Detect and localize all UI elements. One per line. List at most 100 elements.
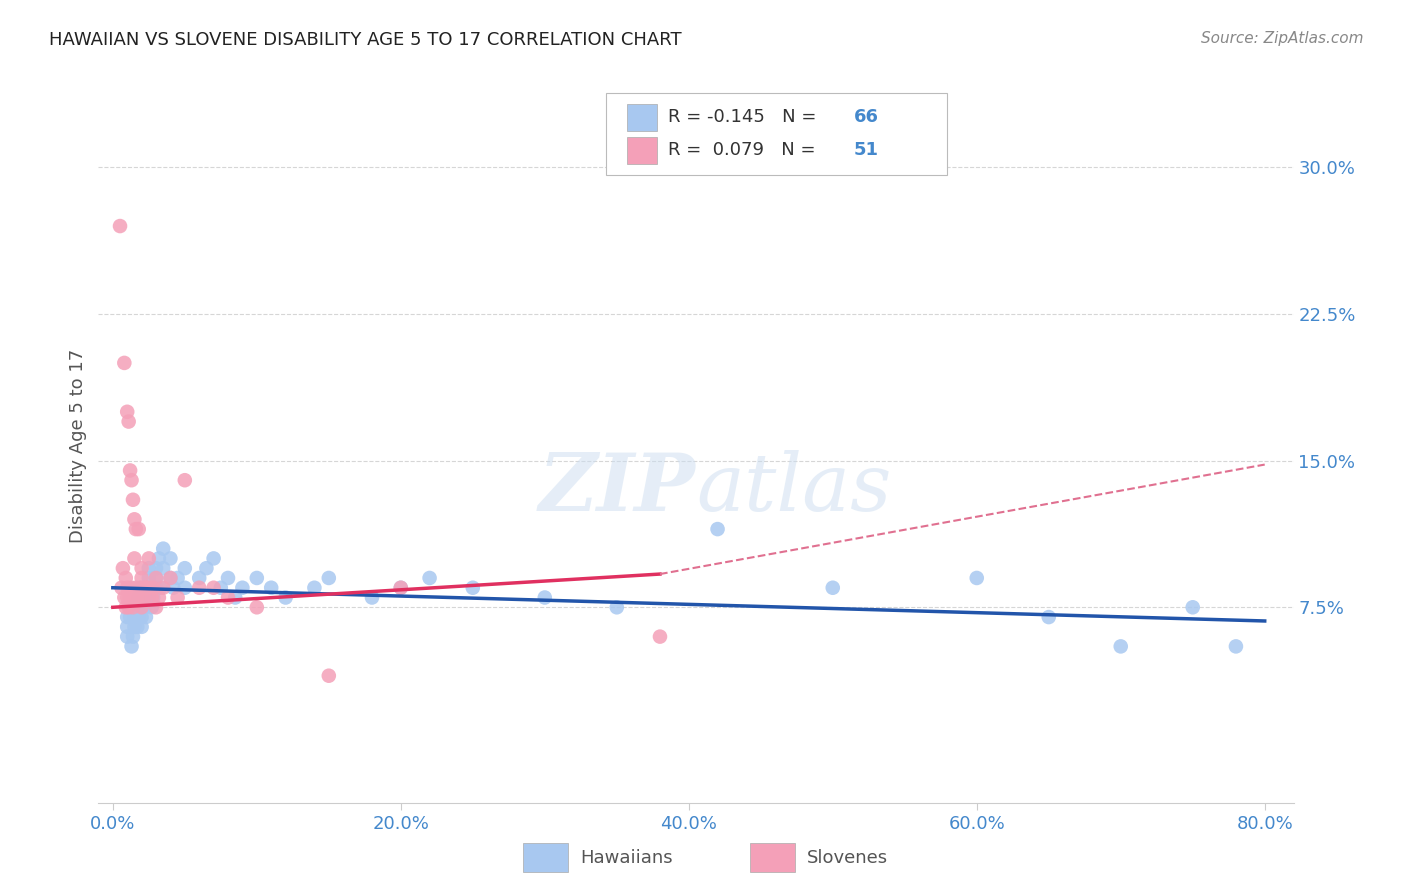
Text: Slovenes: Slovenes xyxy=(807,849,889,867)
Point xyxy=(162,581,184,595)
Point xyxy=(124,591,146,605)
Point xyxy=(124,600,146,615)
Point xyxy=(148,551,170,566)
Point xyxy=(1181,600,1204,615)
Point xyxy=(120,591,142,605)
Point xyxy=(120,610,142,624)
Point xyxy=(128,610,150,624)
Point xyxy=(124,610,146,624)
Point xyxy=(173,473,195,487)
Point xyxy=(304,581,326,595)
Point xyxy=(202,581,225,595)
Text: Source: ZipAtlas.com: Source: ZipAtlas.com xyxy=(1201,31,1364,46)
Point xyxy=(533,591,555,605)
Point xyxy=(127,591,149,605)
Point xyxy=(136,581,159,595)
Point xyxy=(131,620,153,634)
Text: atlas: atlas xyxy=(696,450,891,527)
Point xyxy=(125,614,148,628)
Point xyxy=(128,591,150,605)
Point xyxy=(142,591,165,605)
Point xyxy=(195,561,218,575)
Point xyxy=(706,522,728,536)
Point xyxy=(131,561,153,575)
Point xyxy=(361,591,384,605)
Point xyxy=(145,571,167,585)
Point xyxy=(159,551,181,566)
Point xyxy=(124,620,146,634)
Point xyxy=(138,591,160,605)
Point xyxy=(202,551,225,566)
Point xyxy=(112,356,135,370)
Point xyxy=(141,591,163,605)
Point xyxy=(648,630,671,644)
Point xyxy=(145,561,167,575)
Point xyxy=(115,630,138,644)
Point xyxy=(260,581,283,595)
Point xyxy=(389,581,412,595)
Point xyxy=(114,600,136,615)
Point xyxy=(114,571,136,585)
Point xyxy=(166,571,188,585)
Point xyxy=(145,581,167,595)
Point xyxy=(131,610,153,624)
Point xyxy=(121,581,143,595)
Point xyxy=(122,600,145,615)
Point xyxy=(128,522,150,536)
Point xyxy=(145,600,167,615)
Point xyxy=(1225,640,1247,654)
Point xyxy=(166,591,188,605)
Point xyxy=(121,473,143,487)
Point xyxy=(149,581,172,595)
Point xyxy=(138,551,160,566)
Text: R =  0.079   N =: R = 0.079 N = xyxy=(668,141,821,160)
Point xyxy=(121,640,143,654)
Point xyxy=(112,591,135,605)
Point xyxy=(138,581,160,595)
Point xyxy=(131,581,153,595)
Point xyxy=(606,600,628,615)
Text: R = -0.145   N =: R = -0.145 N = xyxy=(668,108,823,127)
Point xyxy=(152,581,174,595)
Point xyxy=(1038,610,1060,624)
Point xyxy=(118,415,141,429)
Point xyxy=(108,219,131,233)
Point xyxy=(115,581,138,595)
Point xyxy=(128,591,150,605)
Point xyxy=(152,541,174,556)
FancyBboxPatch shape xyxy=(627,136,657,164)
Point xyxy=(134,591,156,605)
Point xyxy=(115,405,138,419)
Point xyxy=(122,492,145,507)
Point xyxy=(246,600,269,615)
Point xyxy=(120,600,142,615)
Point xyxy=(134,591,156,605)
Point xyxy=(1109,640,1132,654)
Point xyxy=(231,581,253,595)
Point xyxy=(125,581,148,595)
Point xyxy=(145,571,167,585)
Text: ZIP: ZIP xyxy=(538,450,696,527)
Point xyxy=(821,581,844,595)
Point xyxy=(138,581,160,595)
Point xyxy=(125,522,148,536)
Point xyxy=(115,591,138,605)
Point xyxy=(217,571,239,585)
Point xyxy=(131,571,153,585)
Point xyxy=(124,551,146,566)
Point xyxy=(138,561,160,575)
Point xyxy=(209,581,232,595)
Point xyxy=(188,581,211,595)
FancyBboxPatch shape xyxy=(523,844,568,872)
Point xyxy=(159,571,181,585)
Point xyxy=(461,581,484,595)
Point xyxy=(318,669,340,683)
FancyBboxPatch shape xyxy=(749,844,796,872)
Point xyxy=(966,571,988,585)
Point xyxy=(122,630,145,644)
Point xyxy=(142,581,165,595)
Text: 51: 51 xyxy=(853,141,879,160)
Point xyxy=(173,561,195,575)
Text: HAWAIIAN VS SLOVENE DISABILITY AGE 5 TO 17 CORRELATION CHART: HAWAIIAN VS SLOVENE DISABILITY AGE 5 TO … xyxy=(49,31,682,49)
Point xyxy=(131,600,153,615)
